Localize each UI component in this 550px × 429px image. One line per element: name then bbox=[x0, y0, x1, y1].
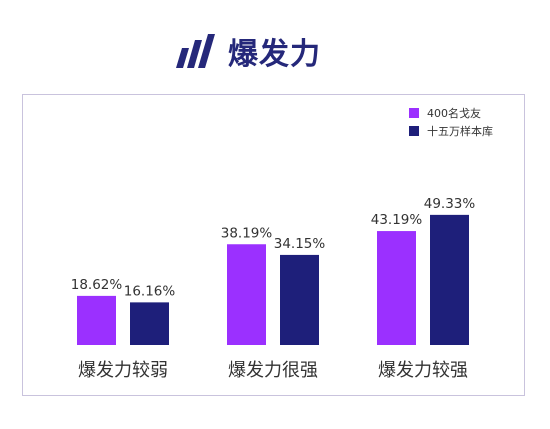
chart-header: 爆发力 bbox=[170, 26, 321, 76]
bar bbox=[377, 231, 416, 345]
bar bbox=[280, 254, 319, 345]
legend-label: 400名戈友 bbox=[427, 106, 481, 120]
bar bbox=[77, 295, 116, 345]
data-label: 34.15% bbox=[274, 236, 326, 252]
page-title: 爆发力 bbox=[228, 37, 321, 72]
data-label: 43.19% bbox=[371, 212, 423, 228]
bar bbox=[227, 244, 266, 345]
category-label: 爆发力较强 bbox=[378, 360, 468, 381]
bar bbox=[130, 302, 169, 345]
data-label: 16.16% bbox=[124, 283, 176, 299]
slanted-bars-logo-icon bbox=[176, 34, 215, 68]
category-label: 爆发力较弱 bbox=[78, 360, 168, 381]
legend-swatch bbox=[409, 108, 419, 118]
legend-label: 十五万样本库 bbox=[427, 124, 493, 138]
data-label: 38.19% bbox=[221, 225, 273, 241]
data-label: 49.33% bbox=[424, 196, 476, 212]
data-label: 18.62% bbox=[71, 277, 123, 293]
bar bbox=[430, 214, 469, 345]
category-label: 爆发力很强 bbox=[228, 360, 318, 381]
legend-swatch bbox=[409, 126, 419, 136]
